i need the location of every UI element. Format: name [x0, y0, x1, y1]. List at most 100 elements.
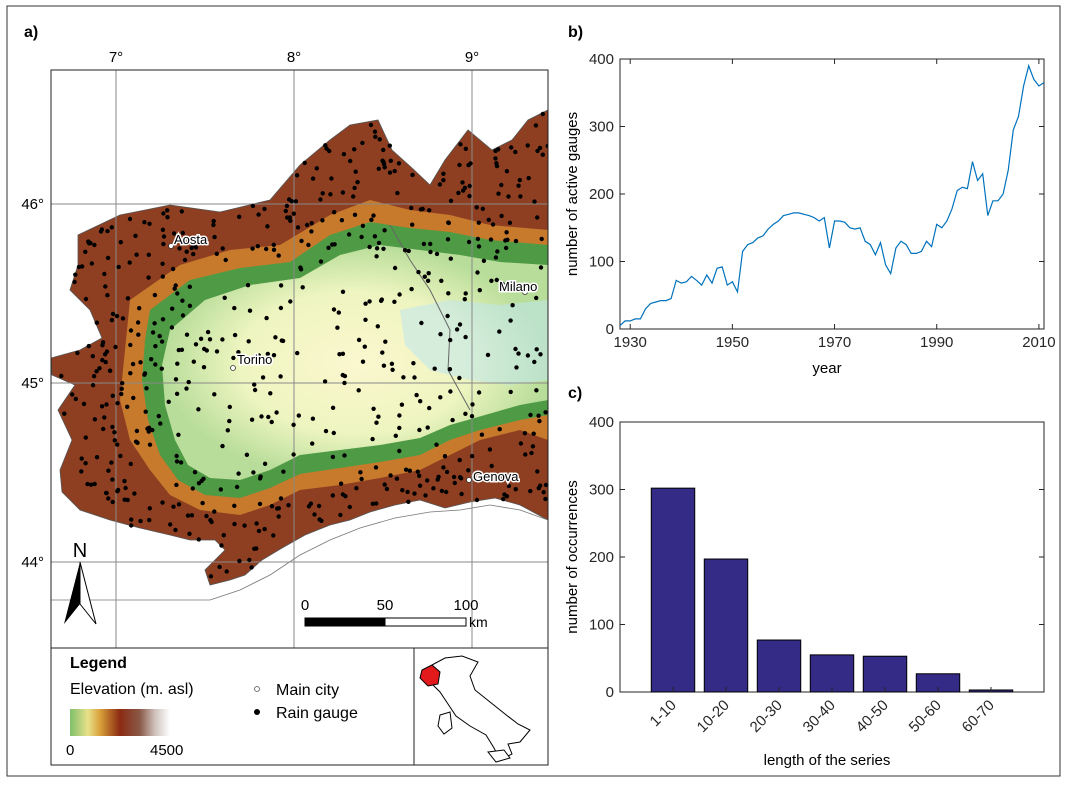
panel-a-label: a): [24, 24, 38, 41]
rain-gauge-marker: [457, 322, 463, 327]
rain-gauge-marker: [109, 225, 115, 230]
rain-gauge-marker: [112, 430, 117, 435]
scale-tick-100: 100: [453, 597, 478, 614]
rain-gauge-marker: [160, 227, 166, 232]
rain-gauge-marker: [540, 111, 545, 117]
rain-gauge-marker: [176, 502, 182, 507]
lon-tick-8: 8°: [287, 49, 301, 66]
rain-gauge-marker: [100, 357, 105, 363]
rain-gauge-marker: [115, 442, 120, 447]
rain-gauge-marker: [125, 404, 130, 409]
rain-gauge-marker: [417, 427, 422, 433]
rain-gauge-marker: [360, 359, 366, 364]
rain-gauge-marker: [410, 172, 415, 178]
rain-gauge-marker: [337, 352, 342, 357]
rain-gauge-marker: [153, 362, 158, 367]
rain-gauge-marker: [103, 490, 109, 496]
rain-gauge-marker: [236, 471, 241, 476]
chart-c-bar: [756, 639, 802, 693]
rain-gauge-marker: [294, 173, 300, 178]
rain-gauge-marker: [434, 251, 440, 257]
rain-gauge-marker: [269, 504, 275, 509]
rain-gauge-marker: [128, 342, 133, 348]
rain-gauge-marker: [502, 492, 507, 497]
rain-gauge-marker: [358, 470, 363, 475]
rain-gauge-marker: [310, 176, 316, 181]
rain-gauge-marker: [196, 537, 201, 542]
scale-segment-black: [304, 617, 386, 627]
rain-gauge-marker: [190, 486, 195, 491]
rain-gauge-marker: [171, 231, 177, 236]
rain-gauge-marker: [421, 241, 427, 247]
rain-gauge-marker: [86, 343, 92, 349]
chart-b-ytick-label: 200: [589, 186, 614, 203]
rain-gauge-marker: [432, 366, 437, 371]
rain-gauge-marker: [83, 435, 89, 440]
rain-gauge-marker: [367, 244, 372, 250]
rain-gauge-marker: [448, 337, 453, 343]
chart-series-length: 0 100 200 300 400 1-10 10-20 20-30 30-40 40-50 50-…: [589, 414, 1045, 736]
rain-gauge-marker: [298, 265, 303, 270]
rain-gauge-marker: [79, 456, 84, 461]
rain-gauge-marker: [192, 470, 198, 475]
rain-gauge-marker: [159, 339, 165, 344]
city-label-milano: Milano: [499, 279, 537, 294]
rain-gauge-marker: [178, 460, 184, 465]
rain-gauge-marker: [101, 426, 106, 432]
map-grid: [51, 70, 548, 648]
rain-gauge-marker: [220, 443, 225, 449]
rain-gauge-marker: [279, 338, 284, 343]
chart-b-xtick-label: 2010: [1022, 334, 1055, 351]
rain-gauge-marker: [105, 228, 110, 234]
rain-gauge-marker: [509, 145, 514, 150]
rain-gauge-marker: [187, 284, 192, 289]
rain-gauge-marker: [372, 129, 378, 134]
rain-gauge-marker: [352, 147, 357, 152]
rain-gauge-marker: [359, 234, 364, 240]
rain-gauge-marker: [376, 414, 381, 419]
chart-b-xtick-label: 1950: [716, 334, 749, 351]
rain-gauge-marker: [262, 526, 267, 532]
rain-gauge-marker: [411, 361, 416, 366]
rain-gauge-marker: [231, 355, 236, 361]
rain-gauge-marker: [176, 432, 181, 437]
rain-gauge-marker: [367, 299, 372, 304]
rain-gauge-marker: [97, 366, 102, 371]
rain-gauge-marker: [392, 265, 398, 271]
rain-gauge-marker: [318, 259, 324, 264]
scale-bar: 0 50 100 km: [301, 597, 488, 630]
rain-gauge-marker: [513, 238, 519, 244]
rain-gauge-marker: [147, 221, 152, 226]
rain-gauge-marker: [441, 178, 446, 183]
chart-b-ytick-label: 100: [589, 254, 614, 271]
rain-gauge-marker: [399, 402, 405, 407]
rain-gauge-marker: [493, 148, 498, 154]
rain-gauge-marker: [406, 499, 411, 504]
rain-gauge-marker: [310, 441, 315, 446]
rain-gauge-marker: [200, 500, 205, 506]
city-torino: Torino: [230, 351, 274, 371]
scale-tick-50: 50: [377, 597, 394, 614]
rain-gauge-marker: [494, 277, 499, 283]
rain-gauge-marker: [288, 299, 293, 304]
rain-gauge-marker: [102, 271, 107, 277]
rain-gauge-marker: [94, 455, 100, 460]
rain-gauge-marker: [387, 143, 392, 148]
rain-gauge-marker: [288, 218, 293, 223]
rain-gauge-marker: [204, 513, 209, 519]
rain-gauge-marker: [165, 215, 170, 220]
rain-gauge-marker: [323, 428, 329, 434]
rain-gauge-marker: [220, 246, 225, 251]
rain-gauge-marker: [469, 453, 475, 459]
rain-gauge-marker: [227, 418, 232, 424]
rain-gauge-marker: [110, 311, 116, 317]
rain-gauge-marker: [223, 257, 228, 263]
rain-gauge-marker: [127, 216, 133, 222]
rain-gauge-marker: [380, 158, 385, 163]
rain-gauge-marker: [351, 194, 356, 199]
lon-tick-7: 7°: [109, 49, 123, 66]
rain-gauge-marker: [477, 288, 482, 293]
legend-elevation-label: Elevation (m. asl): [70, 681, 194, 698]
rain-gauge-marker: [232, 305, 237, 311]
rain-gauge-marker: [266, 414, 271, 420]
